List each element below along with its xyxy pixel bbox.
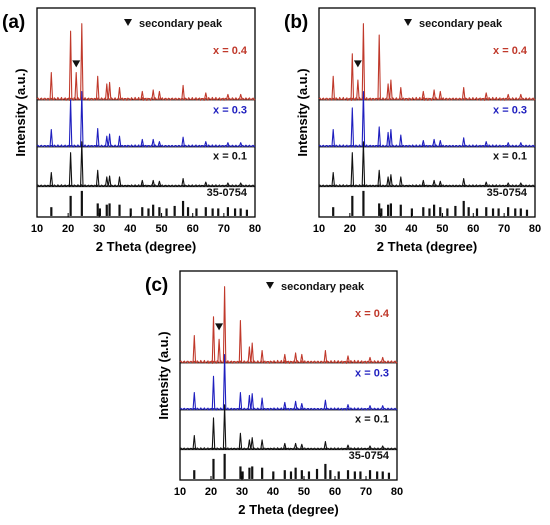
reference-label: 35-0754 (487, 187, 528, 199)
xrd-panel-1: x = 0.4 x = 0.3 x = 0.1 35-0754 secondary pe… (2, 7, 261, 254)
legend-label: secondary peak (281, 281, 365, 293)
x-tick-label: 30 (93, 223, 105, 235)
x-tick-label: 20 (344, 223, 356, 235)
reference-label: 35-0754 (207, 187, 248, 199)
xrd-panel-3: x = 0.4 x = 0.3 x = 0.1 35-0754 secondary pe… (145, 270, 403, 517)
series-line-2 (318, 91, 536, 148)
x-tick-label: 80 (391, 486, 403, 498)
series-label: x = 0.4 (493, 45, 528, 57)
series-line-2 (179, 354, 398, 411)
x-tick-label: 40 (405, 223, 417, 235)
y-axis-label: Intensity (a.u.) (156, 331, 171, 419)
x-tick-label: 10 (313, 223, 325, 235)
x-tick-label: 20 (205, 486, 217, 498)
x-tick-label: 30 (236, 486, 248, 498)
legend-marker-icon (266, 282, 274, 289)
series-label: x = 0.3 (355, 367, 389, 379)
x-tick-label: 10 (31, 223, 43, 235)
panel-label: (c) (145, 275, 168, 296)
plot-frame (179, 270, 398, 481)
y-axis-label: Intensity (a.u.) (13, 68, 28, 156)
xrd-panel-2: x = 0.4 x = 0.3 x = 0.1 35-0754 secondary pe… (284, 7, 541, 254)
x-tick-label: 80 (249, 223, 261, 235)
x-axis-label: 2 Theta (degree) (238, 502, 338, 517)
x-tick-label: 80 (529, 223, 541, 235)
secondary-peak-marker (215, 323, 224, 331)
series-line-1 (36, 23, 256, 101)
reference-label: 35-0754 (349, 450, 390, 462)
plot-frame (318, 7, 536, 218)
series-label: x = 0.1 (213, 150, 247, 162)
series-line-1 (318, 23, 536, 101)
secondary-peak-marker (353, 60, 362, 68)
legend-marker-icon (404, 19, 412, 26)
x-tick-label: 60 (467, 223, 479, 235)
series-line-2 (36, 91, 256, 148)
legend-marker-icon (124, 19, 132, 26)
secondary-peak-marker (72, 60, 81, 68)
plot-frame (36, 7, 256, 218)
x-tick-label: 40 (124, 223, 136, 235)
x-tick-label: 70 (360, 486, 372, 498)
series-line-3 (179, 404, 398, 451)
legend-label: secondary peak (139, 18, 223, 30)
series-label: x = 0.1 (493, 150, 527, 162)
y-axis-label: Intensity (a.u.) (295, 68, 310, 156)
series-label: x = 0.3 (213, 104, 247, 116)
x-tick-label: 60 (187, 223, 199, 235)
series-label: x = 0.4 (355, 308, 390, 320)
x-tick-label: 50 (298, 486, 310, 498)
x-tick-label: 50 (436, 223, 448, 235)
x-tick-label: 70 (498, 223, 510, 235)
panel-label: (b) (284, 12, 308, 33)
series-line-3 (36, 141, 256, 188)
x-tick-label: 70 (218, 223, 230, 235)
series-line-1 (179, 286, 398, 364)
panel-label: (a) (2, 12, 25, 33)
legend-label: secondary peak (419, 18, 503, 30)
x-tick-label: 20 (62, 223, 74, 235)
x-tick-label: 30 (375, 223, 387, 235)
series-label: x = 0.3 (493, 104, 527, 116)
series-line-3 (318, 141, 536, 188)
x-tick-label: 40 (267, 486, 279, 498)
x-axis-label: 2 Theta (degree) (377, 239, 477, 254)
x-axis-label: 2 Theta (degree) (96, 239, 196, 254)
series-label: x = 0.4 (213, 45, 248, 57)
x-tick-label: 10 (174, 486, 186, 498)
series-label: x = 0.1 (355, 413, 389, 425)
x-tick-label: 50 (155, 223, 167, 235)
x-tick-label: 60 (329, 486, 341, 498)
